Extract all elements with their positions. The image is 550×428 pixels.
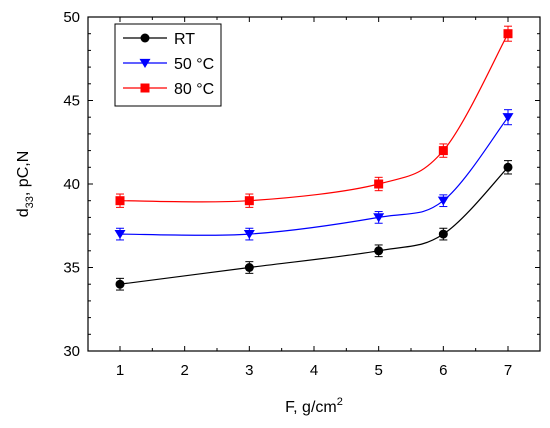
legend-entry: 80 °C (123, 81, 214, 98)
data-point (115, 279, 125, 289)
legend-label: RT (174, 31, 195, 48)
y-axis-title: d33, pC,N (15, 151, 36, 218)
y-tick-label: 35 (63, 260, 80, 277)
series-line (119, 116, 509, 236)
data-point (374, 179, 384, 189)
y-tick-label: 50 (63, 9, 80, 26)
series-line (119, 166, 509, 285)
y-tick-label: 45 (63, 93, 80, 110)
series-2 (115, 25, 513, 208)
data-point (503, 162, 513, 172)
x-tick-label: 3 (245, 362, 253, 379)
data-point (114, 229, 126, 240)
legend-marker (140, 33, 150, 43)
x-tick-label: 2 (180, 362, 188, 379)
data-point (115, 196, 125, 206)
data-point (437, 196, 449, 206)
series-0 (115, 160, 513, 291)
x-tick-label: 6 (439, 362, 447, 379)
data-point (244, 196, 254, 206)
legend-entry: RT (123, 31, 195, 48)
data-point (438, 146, 448, 156)
data-point (438, 229, 448, 239)
legend-label: 50 °C (174, 56, 214, 73)
data-point (374, 246, 384, 256)
series-1 (114, 109, 514, 241)
y-tick-label: 40 (63, 176, 80, 193)
data-point (244, 263, 254, 272)
legend-entry: 50 °C (123, 56, 214, 73)
data-point (503, 29, 513, 39)
x-tick-label: 5 (374, 362, 382, 379)
series-layer (114, 25, 514, 291)
legend-marker (140, 83, 150, 93)
x-tick-label: 1 (116, 362, 124, 379)
x-axis-title: F, g/cm2 (285, 396, 343, 416)
data-point (373, 213, 385, 223)
data-point (243, 229, 255, 240)
y-tick-label: 30 (63, 343, 80, 360)
legend: RT 50 °C 80 °C (114, 23, 222, 107)
legend-marker (139, 58, 151, 68)
x-tick-label: 4 (310, 362, 318, 379)
x-tick-label: 7 (504, 362, 512, 379)
data-point (502, 113, 514, 123)
legend-label: 80 °C (174, 81, 214, 98)
